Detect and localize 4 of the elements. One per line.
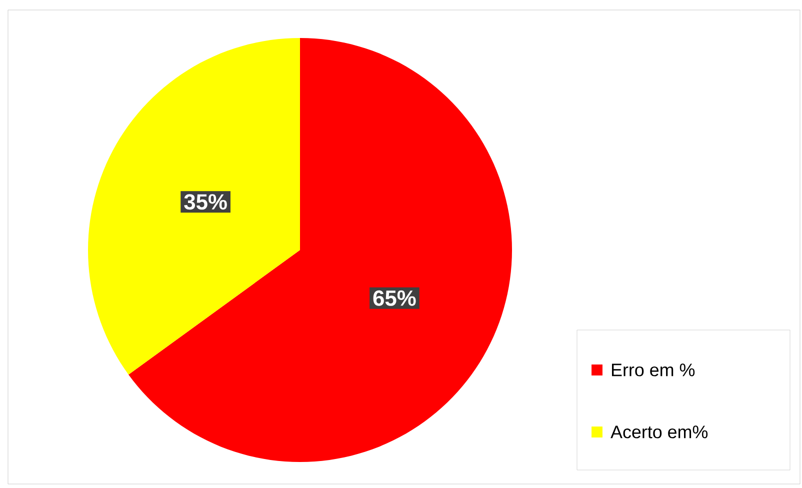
legend-label: Acerto em% [610, 426, 708, 438]
data-label: 35% [184, 194, 227, 210]
data-label: 65% [373, 290, 416, 306]
legend-label: Erro em % [612, 364, 695, 376]
